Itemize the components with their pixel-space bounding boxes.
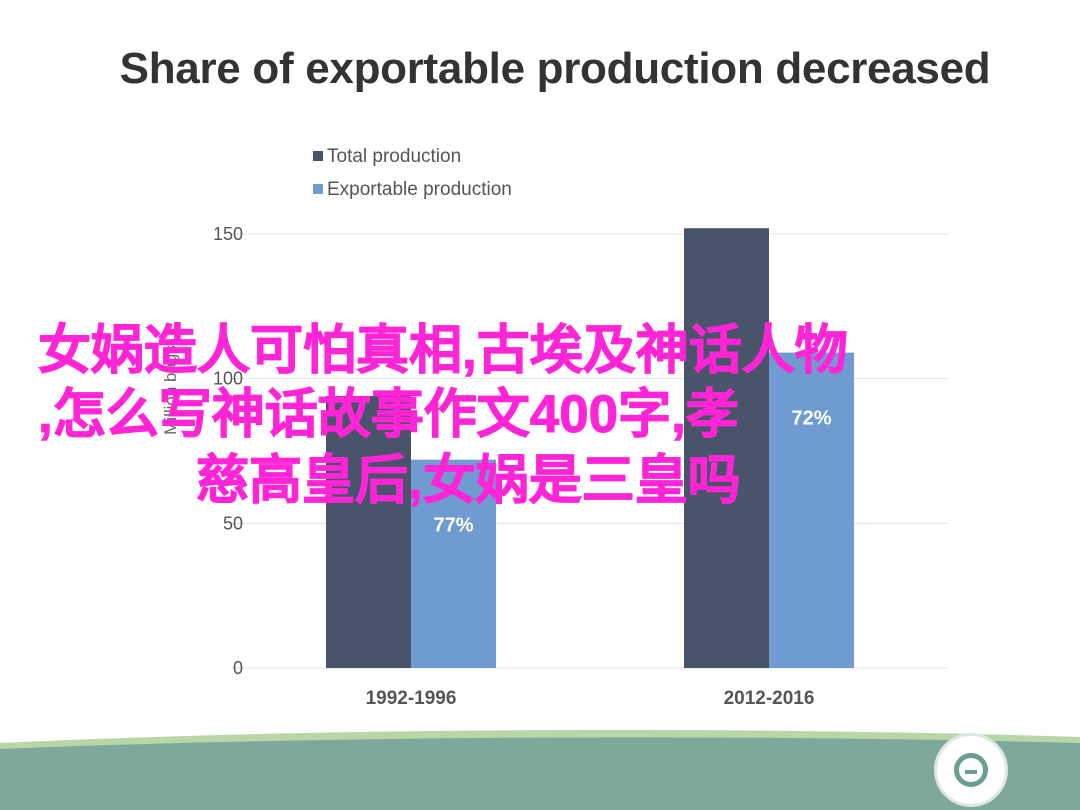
y-axis-label: Million bags [161, 345, 180, 435]
footer-band [0, 729, 1080, 810]
circle-logo-icon [934, 733, 1008, 807]
y-tick-label: 150 [213, 224, 243, 244]
x-category-label: 1992-1996 [366, 688, 457, 709]
legend-label-exportable: Exportable production [327, 179, 512, 200]
chart-title: Share of exportable production decreased [119, 44, 991, 93]
x-axis-categories: 1992-1996 2012-2016 [366, 688, 815, 709]
y-tick-label: 50 [223, 513, 243, 533]
overlay-text-line-2: ,怎么写神话故事作文400字,孝 [38, 385, 740, 444]
bar-exportable [411, 459, 496, 668]
data-label: 72% [791, 408, 831, 430]
legend-item-total: Total production [313, 146, 461, 168]
y-tick-label: 100 [213, 369, 243, 389]
legend-item-exportable: Exportable production [313, 179, 512, 201]
bars [326, 228, 854, 669]
y-axis-ticks: 0 50 100 150 [213, 224, 243, 678]
overlay-text-line-1: 女娲造人可怕真相,古埃及神话人物 [38, 321, 849, 380]
legend-swatch-exportable [313, 183, 323, 194]
data-label: 77% [433, 515, 473, 537]
y-tick-label: 0 [233, 658, 243, 678]
legend-label-total: Total production [327, 146, 462, 167]
bar-exportable [769, 352, 854, 668]
legend-swatch-total [313, 150, 323, 161]
data-labels: 77% 72% [433, 408, 831, 537]
x-category-label: 2012-2016 [724, 688, 815, 709]
bar-total [326, 396, 411, 668]
bar-total [684, 228, 769, 669]
overlay-text-line-3: 慈高皇后,女娲是三皇吗 [196, 451, 742, 510]
